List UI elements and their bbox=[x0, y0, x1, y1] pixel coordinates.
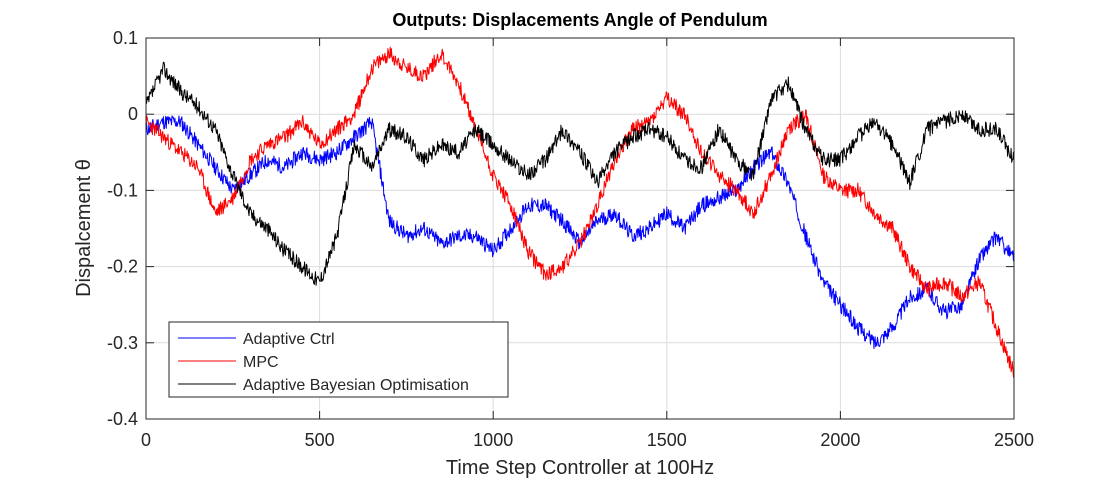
x-tick-label: 500 bbox=[305, 430, 335, 450]
x-tick-label: 1000 bbox=[473, 430, 513, 450]
x-tick-label: 0 bbox=[141, 430, 151, 450]
x-axis-label: Time Step Controller at 100Hz bbox=[446, 457, 714, 479]
series-line-mpc bbox=[145, 46, 1015, 378]
y-tick-label: -0.4 bbox=[107, 409, 138, 429]
legend-label-adaptive-bayesian-optimisation: Adaptive Bayesian Optimisation bbox=[243, 377, 469, 394]
series-line-adaptive-ctrl bbox=[145, 115, 1015, 350]
y-tick-label: -0.3 bbox=[107, 333, 138, 353]
chart-title: Outputs: Displacements Angle of Pendulum bbox=[392, 10, 767, 30]
y-tick-label: 0.1 bbox=[113, 28, 138, 48]
legend: Adaptive Ctrl MPC Adaptive Bayesian Opti… bbox=[168, 321, 509, 398]
series-layer bbox=[145, 46, 1015, 378]
legend-label-adaptive-ctrl: Adaptive Ctrl bbox=[243, 331, 335, 348]
axis-ticks: 0 500 1000 1500 2000 2500 -0.4 -0.3 -0.2 -0.1 0 0.1 bbox=[107, 28, 1034, 450]
plot-frame bbox=[145, 37, 1015, 420]
y-tick-label: -0.2 bbox=[107, 257, 138, 277]
y-axis-label: Dispalcement θ bbox=[73, 159, 95, 297]
x-tick-label: 2000 bbox=[820, 430, 860, 450]
y-tick-label: -0.1 bbox=[107, 180, 138, 200]
x-tick-label: 1500 bbox=[647, 430, 687, 450]
x-tick-label: 2500 bbox=[994, 430, 1034, 450]
series-line-adaptive-bayesian-optimisation bbox=[145, 61, 1015, 286]
y-tick-label: 0 bbox=[128, 104, 138, 124]
legend-label-mpc: MPC bbox=[243, 354, 279, 371]
